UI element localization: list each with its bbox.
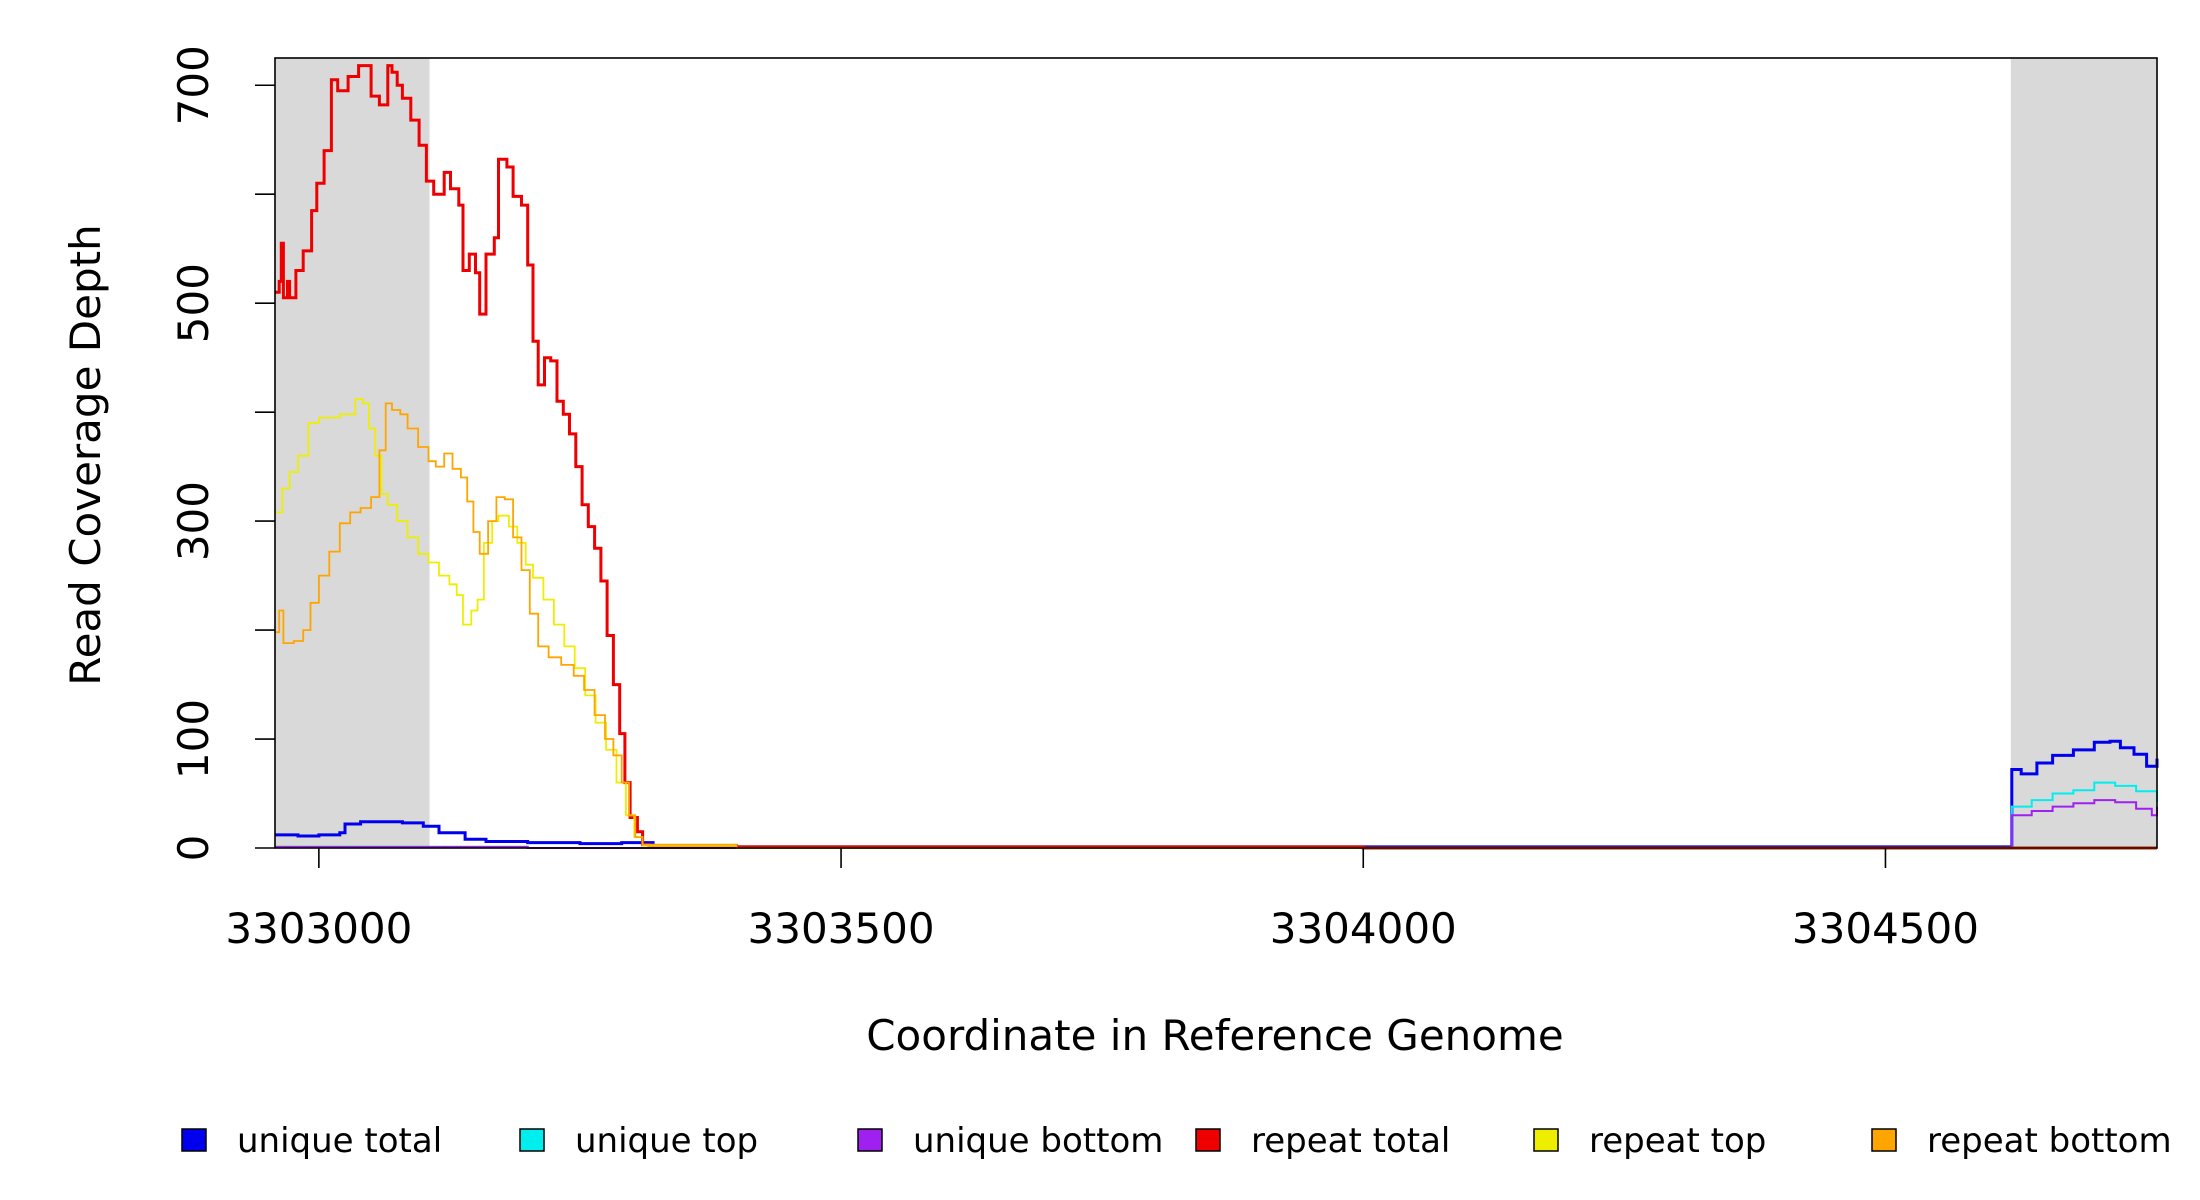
legend-swatch bbox=[1871, 1128, 1897, 1152]
y-tick-label: 700 bbox=[169, 45, 218, 125]
shaded-region-2 bbox=[2010, 58, 2157, 848]
legend-swatch bbox=[519, 1128, 545, 1152]
y-tick-label: 0 bbox=[169, 835, 218, 862]
series-lines bbox=[275, 64, 2159, 850]
x-axis-title: Coordinate in Reference Genome bbox=[866, 1011, 1564, 1060]
legend-swatch bbox=[181, 1128, 207, 1152]
y-axis: 0 100 300 500 700 bbox=[169, 45, 275, 861]
legend-label: unique top bbox=[575, 1121, 758, 1161]
y-tick-label: 500 bbox=[169, 263, 218, 343]
series-unique-top bbox=[275, 781, 2158, 849]
x-tick-label: 3303000 bbox=[225, 904, 412, 953]
y-axis-title: Read Coverage Depth bbox=[61, 224, 110, 685]
series-unique-total bbox=[275, 739, 2159, 850]
legend-swatch bbox=[1195, 1128, 1221, 1152]
shaded-regions bbox=[275, 58, 2157, 848]
series-unique-bottom bbox=[275, 799, 2158, 849]
shaded-region-1 bbox=[275, 58, 430, 848]
series-repeat-total bbox=[275, 64, 2157, 850]
x-tick-label: 3303500 bbox=[748, 904, 935, 953]
legend-label: repeat bottom bbox=[1927, 1121, 2172, 1161]
legend-label: repeat total bbox=[1251, 1121, 1450, 1161]
legend-label: unique bottom bbox=[913, 1121, 1163, 1161]
y-tick-label: 300 bbox=[169, 481, 218, 561]
x-tick-label: 3304000 bbox=[1270, 904, 1457, 953]
legend-label: repeat top bbox=[1589, 1121, 1766, 1161]
y-tick-label: 100 bbox=[169, 699, 218, 779]
plot-frame bbox=[274, 57, 2158, 849]
legend-swatch bbox=[857, 1128, 883, 1152]
legend: unique total unique top unique bottom repea… bbox=[181, 1121, 2172, 1161]
legend-swatch bbox=[1533, 1128, 1559, 1152]
x-axis: 3303000 3303500 3304000 3304500 bbox=[225, 848, 1979, 953]
legend-label: unique total bbox=[237, 1121, 442, 1161]
series-repeat-bottom bbox=[275, 402, 2157, 849]
series-repeat-top bbox=[275, 398, 2157, 849]
x-tick-label: 3304500 bbox=[1792, 904, 1979, 953]
